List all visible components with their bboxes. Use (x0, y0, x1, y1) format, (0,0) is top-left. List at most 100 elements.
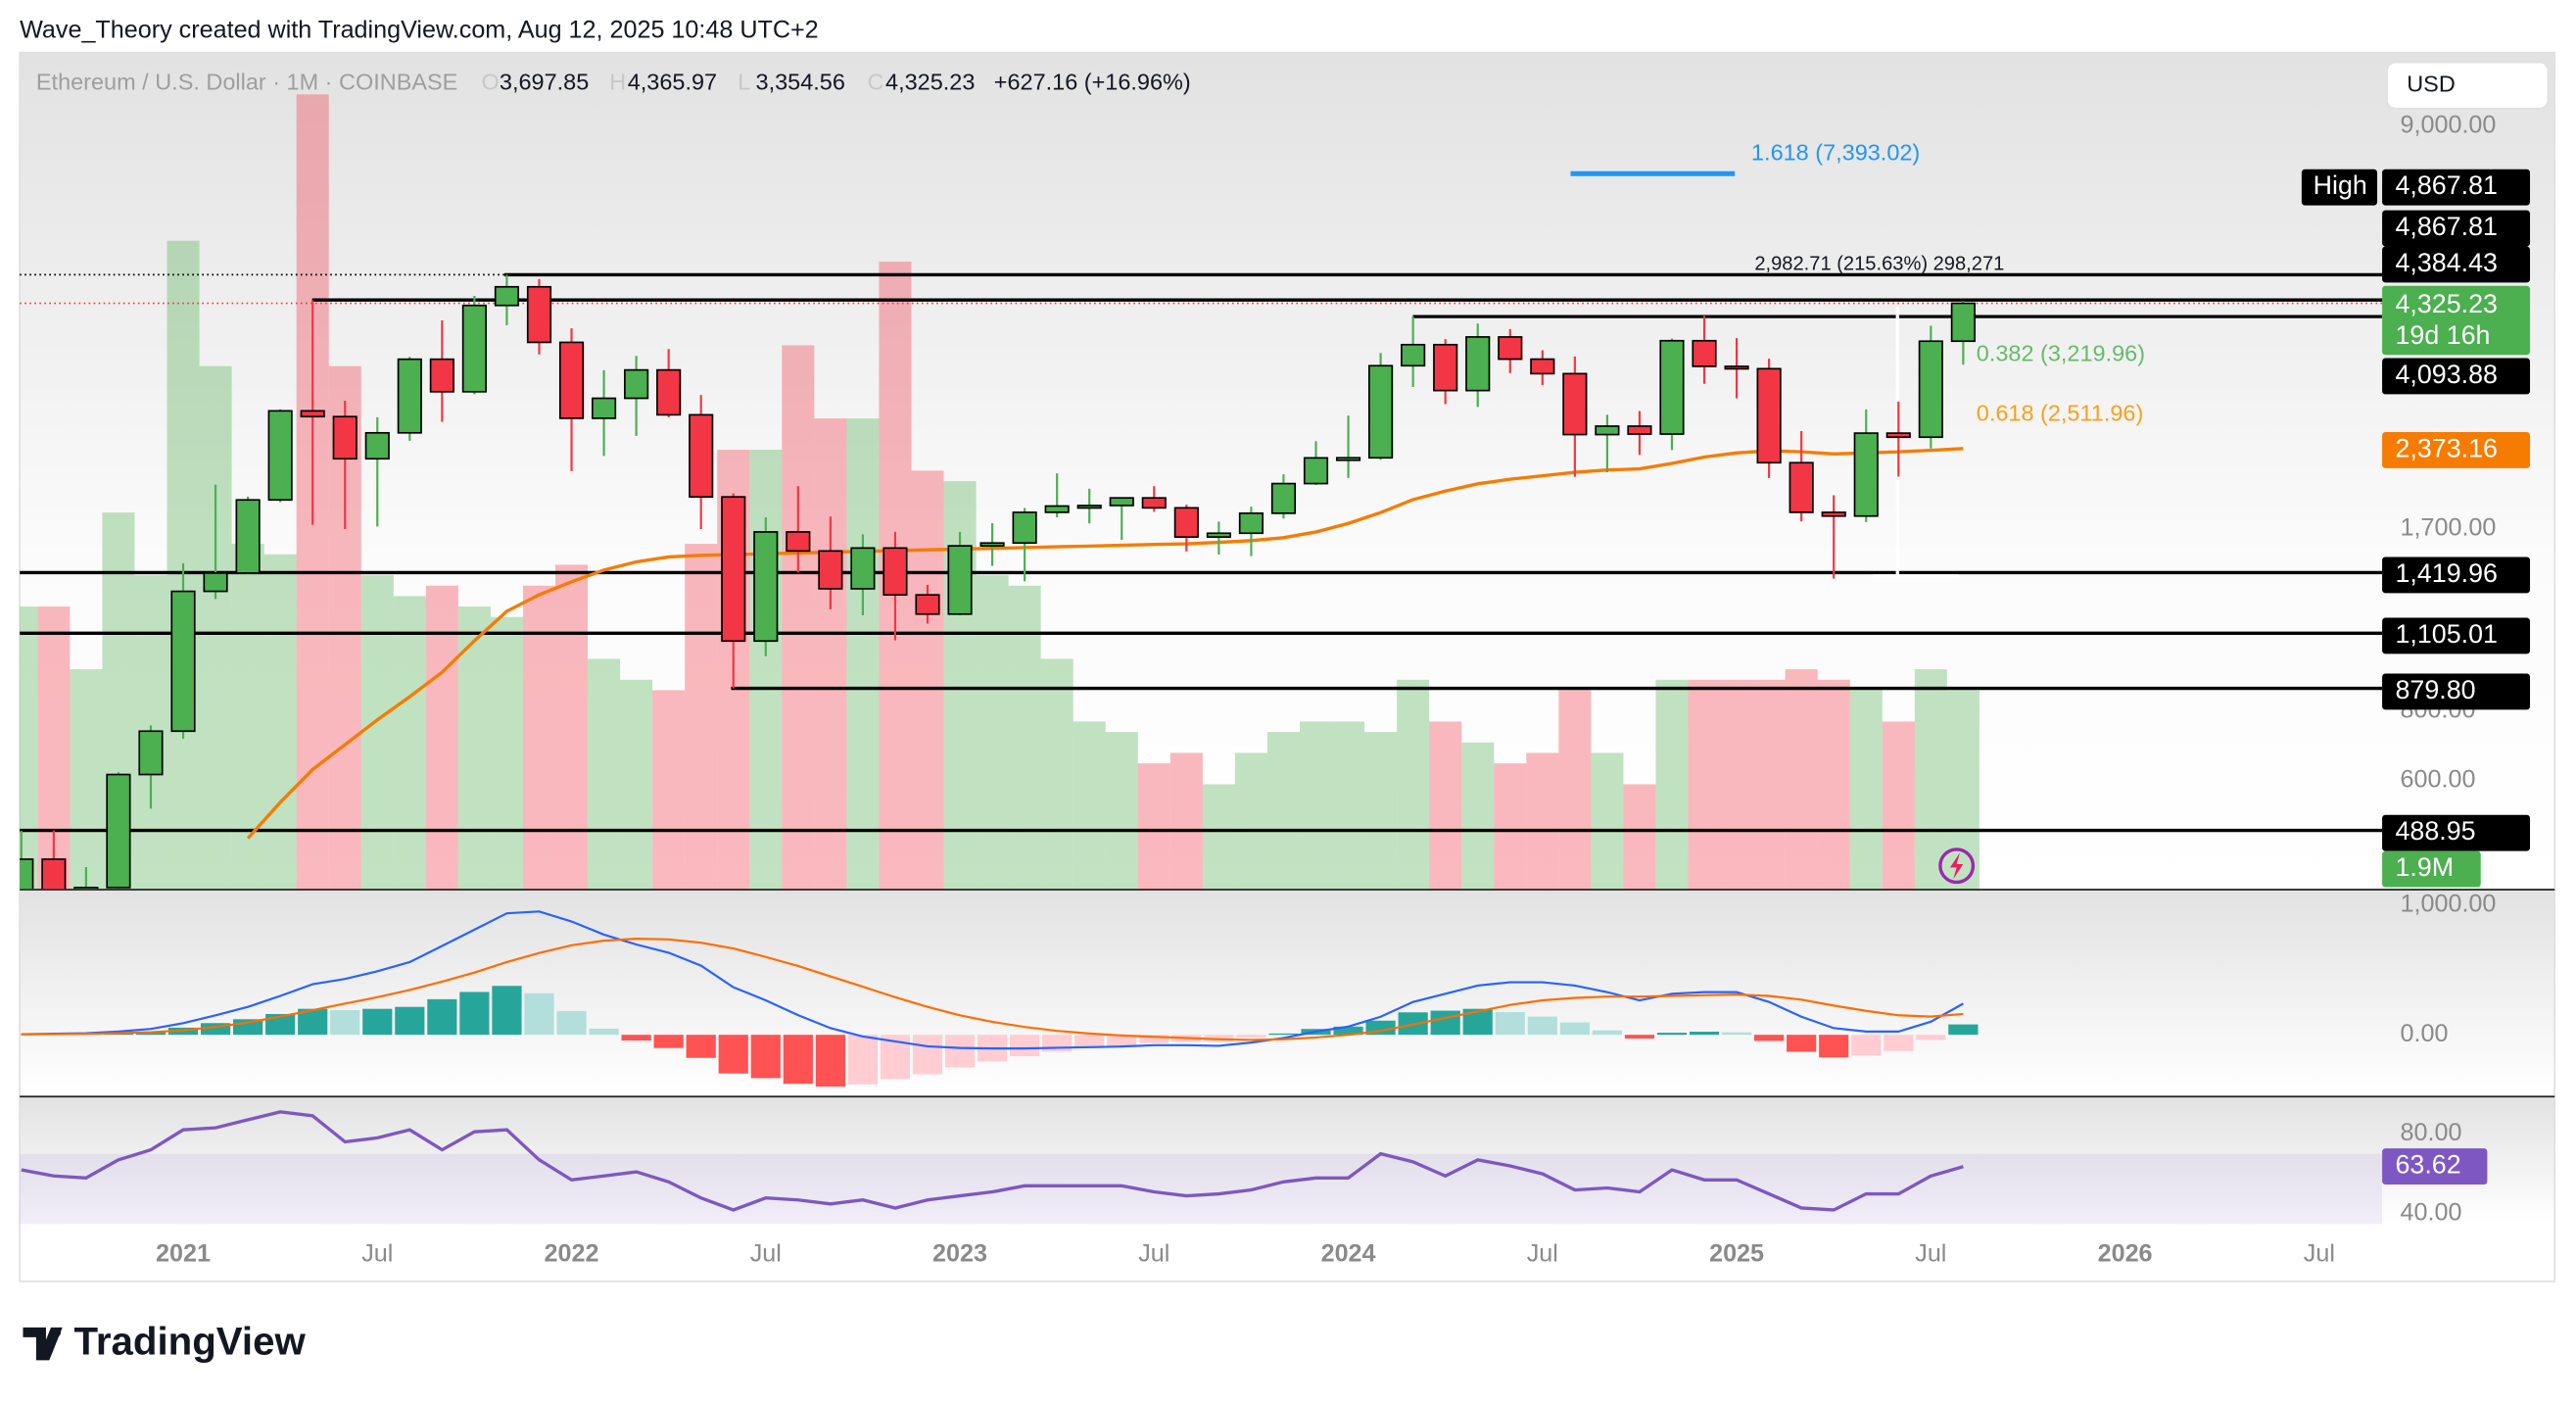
x-tick-label: 2026 (2098, 1240, 2153, 1268)
histogram-bar (1624, 1035, 1655, 1040)
candle-body (1335, 457, 1361, 461)
volume-bar (1169, 752, 1203, 890)
candle-body (397, 358, 422, 434)
candle-body (1627, 425, 1652, 435)
x-tick-label: Jul (361, 1240, 393, 1268)
rsi-layer (20, 1110, 2383, 1225)
level-tag (2382, 246, 2531, 283)
rsi-tick-label: 80.00 (2401, 1119, 2462, 1146)
symbol: Ethereum / U.S. Dollar · 1M · COINBASE (36, 70, 457, 95)
volume-bar (1040, 658, 1073, 890)
brand: TradingView (73, 1319, 306, 1363)
x-tick-label: 2025 (1709, 1240, 1764, 1268)
histogram-bar (1948, 1024, 1979, 1036)
fib-label: 1.618 (7,393.02) (1751, 139, 1920, 165)
candle-body (461, 304, 487, 393)
candle-body (235, 499, 261, 574)
level-tag-label: 1,419.96 (2395, 558, 2497, 588)
volume-bar (1655, 679, 1689, 890)
ohlc-key: O (481, 70, 499, 95)
macd-tick-label: 1,000.00 (2401, 890, 2497, 917)
attribution: Wave_Theory created with TradingView.com… (20, 17, 819, 44)
high-tag-key-label: High (2314, 170, 2367, 200)
histogram-bar (1754, 1035, 1785, 1041)
candle-body (558, 341, 585, 419)
measure-label: 2,982.71 (215.63%) 298,271 (1754, 253, 2004, 274)
candle-body (947, 545, 973, 615)
volume-bar (1946, 690, 1980, 890)
candle-body (364, 431, 390, 460)
volume-bar (976, 575, 1009, 890)
bolt-ring (1938, 847, 1976, 885)
ohlc-key: C (868, 70, 884, 95)
candle-body (1789, 461, 1814, 513)
level-tag-label: 1,105.01 (2395, 619, 2497, 649)
candle-body (1821, 511, 1846, 517)
currency-button[interactable] (2386, 61, 2550, 110)
volume-bar (1882, 721, 1915, 890)
volume-bar (1785, 669, 1818, 890)
candle-body (106, 773, 131, 889)
ohlc-value: 3,697.85 (500, 70, 589, 95)
ma-tag (2382, 432, 2531, 468)
x-tick-label: 2023 (932, 1240, 987, 1268)
price-tag (2382, 285, 2531, 356)
overlay-layer: Ethereum / U.S. Dollar · 1M · COINBASE O 3… (36, 70, 2531, 1268)
candle-body (1530, 358, 1555, 375)
volume-bar (685, 544, 718, 890)
x-tick-label: Jul (1915, 1240, 1946, 1268)
volume-bar (588, 658, 621, 890)
histogram-bar (330, 1010, 360, 1036)
volume-bar (1720, 679, 1753, 890)
rsi-band (20, 1153, 2383, 1225)
candle-body (1012, 511, 1037, 545)
candle-body (850, 547, 876, 590)
histogram-bar (621, 1035, 651, 1041)
histogram-bar (1527, 1016, 1557, 1036)
y-tick-label: 600.00 (2401, 766, 2476, 794)
candle-body (1692, 339, 1717, 367)
candle-body (1238, 512, 1264, 535)
candle-body (1853, 432, 1879, 517)
volume-tag (2382, 850, 2481, 888)
histogram-bar (1010, 1035, 1040, 1057)
volume-bar (620, 679, 653, 890)
histogram-bar (1236, 1035, 1266, 1038)
rsi-tick-label: 40.00 (2401, 1199, 2462, 1227)
candle-body (1044, 505, 1070, 513)
level-tag-label: 488.95 (2395, 816, 2475, 846)
volume-bar (1105, 732, 1138, 890)
volume-bar (425, 585, 458, 890)
volume-bar (490, 616, 523, 890)
macd-line (21, 910, 1964, 1050)
currency[interactable]: USD (2407, 71, 2456, 96)
volume-bar (782, 345, 815, 890)
candle-body (1756, 367, 1782, 464)
candle-body (1562, 372, 1588, 436)
x-tick-label: 2024 (1321, 1240, 1376, 1268)
histogram-bar (1430, 1010, 1460, 1036)
histogram-bar (1107, 1035, 1137, 1046)
ohlc-key: H (609, 70, 626, 95)
candle-body (753, 531, 779, 643)
candle-body (1401, 343, 1426, 367)
logo-dot (50, 1327, 62, 1337)
level-tag (2382, 617, 2531, 654)
ohlc-key: L (738, 70, 750, 95)
candle-body (1498, 336, 1523, 361)
volume-bar (1494, 763, 1527, 890)
volume-bar (1461, 742, 1495, 890)
histogram-bar (1268, 1033, 1299, 1036)
candle-body (494, 285, 520, 307)
x-tick-label: Jul (1138, 1240, 1169, 1268)
histogram-bar (1819, 1035, 1849, 1058)
histogram-bar (1884, 1035, 1914, 1051)
candle-body (526, 285, 552, 344)
y-tick-label: 1,700.00 (2401, 514, 2497, 542)
candle-body (429, 358, 454, 393)
volume-bar (1558, 690, 1592, 890)
volume-bar (1299, 721, 1333, 890)
volume-bar (846, 418, 880, 890)
histogram-bar (427, 998, 457, 1036)
